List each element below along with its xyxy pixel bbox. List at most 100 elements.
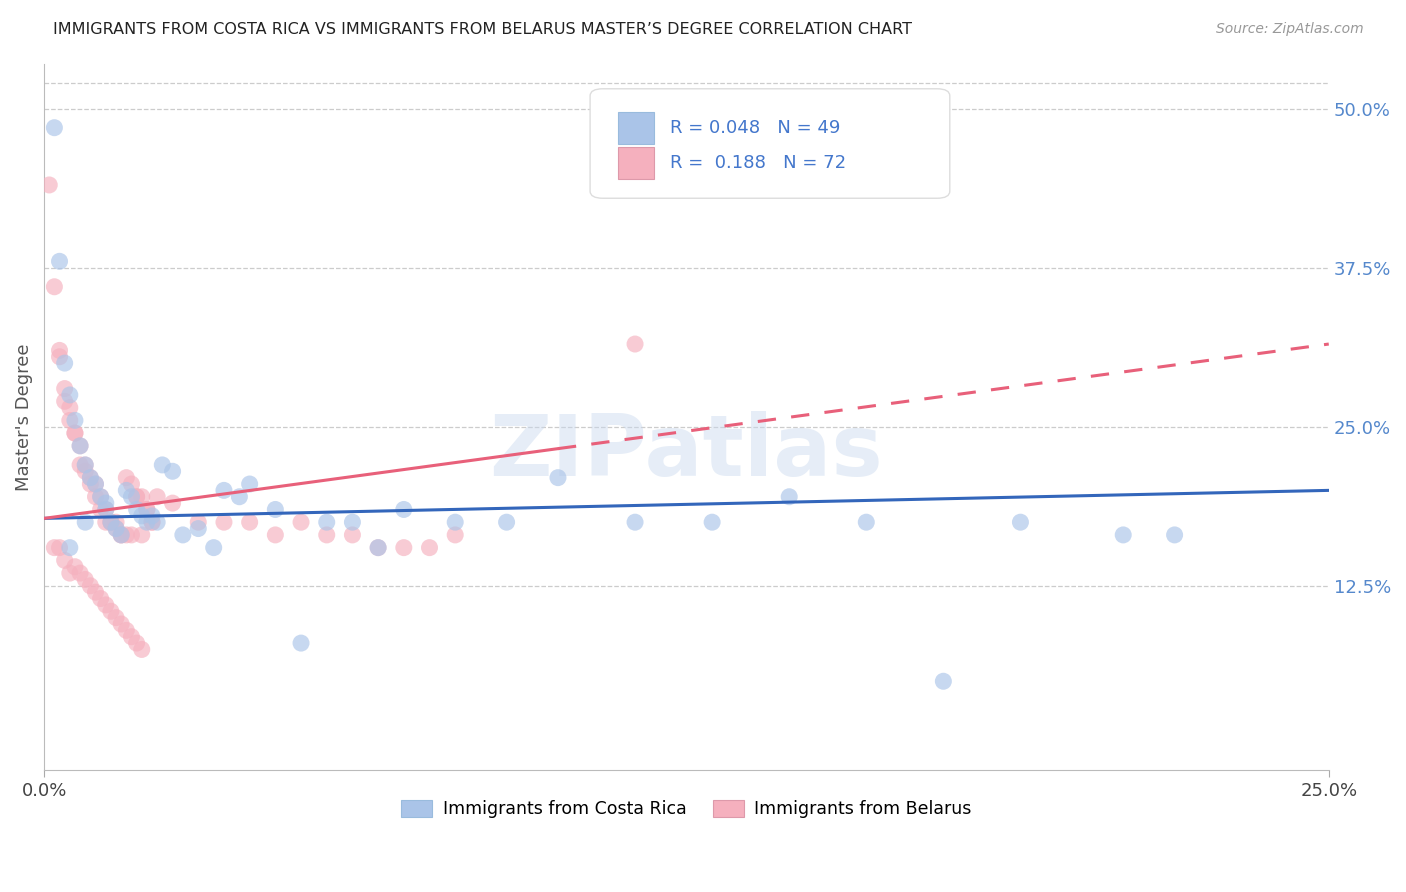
Point: [75, 573, 97, 587]
Point: [105, 522, 128, 536]
Point: [264, 528, 287, 542]
Point: [131, 528, 153, 542]
Bar: [619, 112, 654, 144]
Point: [131, 490, 153, 504]
Point: [63, 426, 86, 441]
Point: [315, 515, 337, 529]
Point: [59, 388, 82, 402]
Point: [79, 579, 101, 593]
Point: [59, 566, 82, 580]
Point: [38, 178, 60, 192]
Point: [141, 515, 163, 529]
Point: [48, 350, 70, 364]
Point: [100, 515, 122, 529]
Point: [367, 541, 389, 555]
Point: [121, 630, 143, 644]
Point: [342, 515, 364, 529]
Point: [855, 515, 877, 529]
Point: [444, 528, 467, 542]
Point: [63, 413, 86, 427]
Point: [48, 254, 70, 268]
Point: [778, 490, 800, 504]
Point: [105, 522, 128, 536]
Point: [75, 515, 97, 529]
Point: [1010, 515, 1032, 529]
Point: [84, 490, 107, 504]
Point: [115, 483, 138, 498]
FancyBboxPatch shape: [591, 89, 950, 198]
Point: [700, 515, 723, 529]
Point: [94, 515, 117, 529]
Point: [290, 515, 312, 529]
Point: [59, 401, 82, 415]
Point: [212, 515, 235, 529]
Point: [135, 502, 157, 516]
Point: [79, 470, 101, 484]
Point: [125, 502, 148, 516]
Y-axis label: Master's Degree: Master's Degree: [15, 343, 32, 491]
Point: [110, 528, 132, 542]
Point: [141, 508, 163, 523]
Point: [75, 464, 97, 478]
Point: [100, 515, 122, 529]
Point: [44, 120, 66, 135]
Point: [105, 610, 128, 624]
Bar: [619, 147, 654, 178]
Text: R =  0.188   N = 72: R = 0.188 N = 72: [669, 154, 846, 172]
Point: [202, 541, 225, 555]
Point: [90, 591, 112, 606]
Point: [135, 502, 157, 516]
Point: [495, 515, 517, 529]
Point: [69, 439, 91, 453]
Point: [1163, 528, 1185, 542]
Point: [110, 617, 132, 632]
Point: [44, 541, 66, 555]
Point: [100, 515, 122, 529]
Point: [228, 490, 250, 504]
Point: [162, 496, 184, 510]
Point: [84, 477, 107, 491]
Point: [79, 470, 101, 484]
Point: [94, 496, 117, 510]
Point: [212, 483, 235, 498]
Point: [69, 458, 91, 472]
Point: [100, 604, 122, 618]
Point: [290, 636, 312, 650]
Point: [115, 470, 138, 484]
Point: [125, 636, 148, 650]
Point: [239, 477, 262, 491]
Point: [392, 541, 415, 555]
Point: [69, 439, 91, 453]
Point: [84, 585, 107, 599]
Point: [315, 528, 337, 542]
Point: [94, 502, 117, 516]
Point: [75, 458, 97, 472]
Point: [1112, 528, 1135, 542]
Point: [75, 458, 97, 472]
Point: [59, 413, 82, 427]
Point: [94, 598, 117, 612]
Point: [121, 528, 143, 542]
Point: [125, 490, 148, 504]
Point: [53, 382, 76, 396]
Point: [150, 458, 173, 472]
Point: [162, 464, 184, 478]
Point: [131, 642, 153, 657]
Point: [115, 624, 138, 638]
Point: [624, 515, 647, 529]
Text: R = 0.048   N = 49: R = 0.048 N = 49: [669, 119, 841, 136]
Point: [53, 394, 76, 409]
Point: [239, 515, 262, 529]
Point: [105, 515, 128, 529]
Point: [69, 566, 91, 580]
Point: [59, 541, 82, 555]
Point: [131, 508, 153, 523]
Point: [94, 502, 117, 516]
Point: [48, 541, 70, 555]
Text: Source: ZipAtlas.com: Source: ZipAtlas.com: [1216, 22, 1364, 37]
Point: [342, 528, 364, 542]
Point: [110, 528, 132, 542]
Point: [187, 515, 209, 529]
Point: [624, 337, 647, 351]
Point: [44, 279, 66, 293]
